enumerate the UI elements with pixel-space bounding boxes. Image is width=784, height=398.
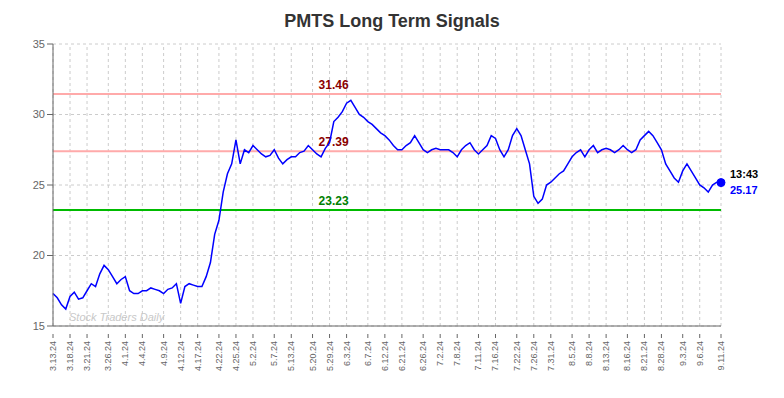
svg-text:5.20.24: 5.20.24 (308, 341, 318, 371)
svg-text:7.16.24: 7.16.24 (490, 341, 500, 371)
svg-text:5.2.24: 5.2.24 (248, 341, 258, 366)
svg-text:3.13.24: 3.13.24 (48, 341, 58, 371)
svg-text:6.7.24: 6.7.24 (363, 341, 373, 366)
svg-text:6.12.24: 6.12.24 (380, 341, 390, 371)
svg-text:4.25.24: 4.25.24 (231, 341, 241, 371)
svg-text:7.31.24: 7.31.24 (546, 341, 556, 371)
svg-text:15: 15 (33, 320, 45, 332)
svg-text:25.17: 25.17 (730, 184, 758, 196)
svg-text:8.21.24: 8.21.24 (639, 341, 649, 371)
svg-text:3.18.24: 3.18.24 (65, 341, 75, 371)
svg-text:7.22.24: 7.22.24 (512, 341, 522, 371)
svg-text:6.26.24: 6.26.24 (418, 341, 428, 371)
svg-text:25: 25 (33, 179, 45, 191)
svg-text:4.4.24: 4.4.24 (137, 341, 147, 366)
svg-text:13:43: 13:43 (730, 168, 758, 180)
svg-text:4.22.24: 4.22.24 (214, 341, 224, 371)
svg-text:8.28.24: 8.28.24 (656, 341, 666, 371)
svg-text:8.13.24: 8.13.24 (601, 341, 611, 371)
svg-text:7.26.24: 7.26.24 (529, 341, 539, 371)
svg-text:35: 35 (33, 38, 45, 50)
svg-text:4.9.24: 4.9.24 (159, 341, 169, 366)
svg-text:6.3.24: 6.3.24 (342, 341, 352, 366)
svg-text:8.5.24: 8.5.24 (567, 341, 577, 366)
svg-text:5.7.24: 5.7.24 (269, 341, 279, 366)
svg-text:4.12.24: 4.12.24 (176, 341, 186, 371)
svg-text:7.8.24: 7.8.24 (452, 341, 462, 366)
svg-text:5.13.24: 5.13.24 (286, 341, 296, 371)
svg-text:30: 30 (33, 108, 45, 120)
svg-text:9.3.24: 9.3.24 (678, 341, 688, 366)
svg-text:5.29.24: 5.29.24 (325, 341, 335, 371)
svg-text:20: 20 (33, 249, 45, 261)
svg-text:3.21.24: 3.21.24 (82, 341, 92, 371)
svg-text:9.6.24: 9.6.24 (695, 341, 705, 366)
svg-text:7.11.24: 7.11.24 (473, 341, 483, 370)
svg-text:27.39: 27.39 (319, 135, 349, 149)
svg-text:Stock Traders Daily: Stock Traders Daily (69, 311, 166, 323)
svg-text:23.23: 23.23 (319, 194, 349, 208)
svg-text:6.21.24: 6.21.24 (397, 341, 407, 371)
svg-text:8.16.24: 8.16.24 (622, 341, 632, 371)
html-text:PMTS Long Term Signals: PMTS Long Term Signals (284, 11, 500, 31)
svg-text:4.17.24: 4.17.24 (193, 341, 203, 371)
svg-text:9.11.24: 9.11.24 (716, 341, 726, 370)
svg-text:7.2.24: 7.2.24 (435, 341, 445, 366)
svg-text:3.26.24: 3.26.24 (103, 341, 113, 371)
svg-text:31.46: 31.46 (319, 78, 349, 92)
svg-text:8.8.24: 8.8.24 (584, 341, 594, 366)
svg-text:4.1.24: 4.1.24 (120, 341, 130, 366)
